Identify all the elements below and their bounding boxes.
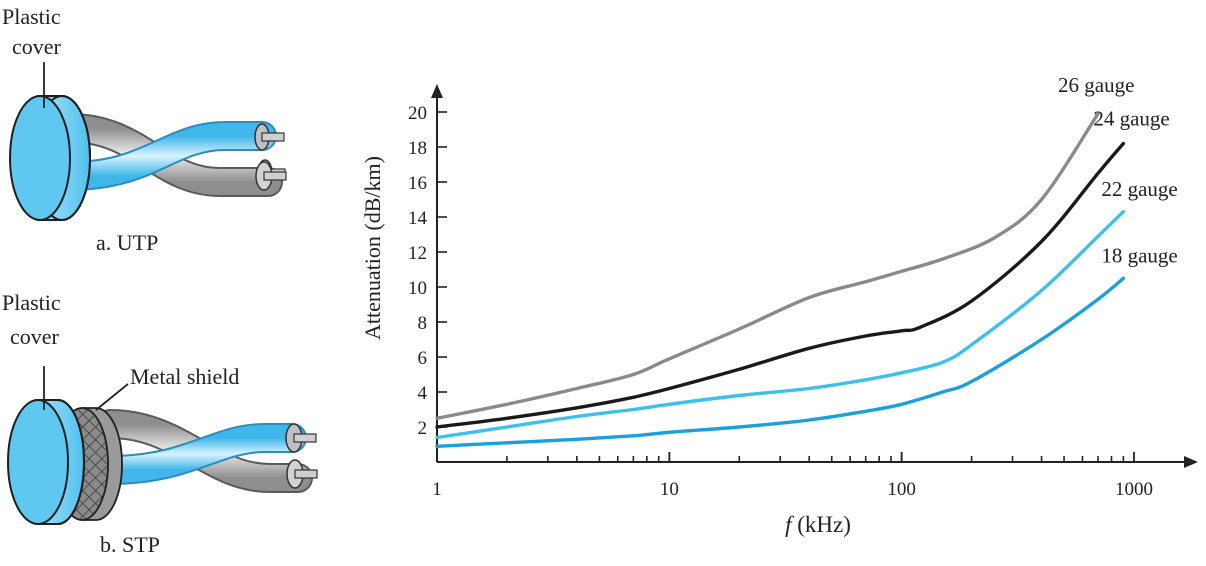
series-line-18-gauge	[435, 276, 1126, 448]
x-axis-arrow	[1184, 456, 1198, 468]
y-tick-label: 10	[408, 278, 427, 299]
x-axis-label-italic: f	[785, 512, 795, 537]
attenuation-chart: 1 10 100 1000 2 4 6 8 10 12 14 16 18 20 26 gauge 24 g…	[360, 73, 1198, 537]
series-lines	[435, 112, 1126, 448]
stp-cable	[7, 399, 318, 525]
utp-cover-label-line2: cover	[12, 34, 62, 59]
series-line-26-gauge	[435, 112, 1100, 420]
y-axis-arrow	[431, 84, 443, 98]
utp-cable	[9, 95, 287, 221]
y-tick-label: 8	[418, 313, 428, 334]
series-label-26-gauge: 26 gauge	[1058, 73, 1134, 97]
y-tick-label: 2	[418, 418, 428, 439]
y-tick-label: 4	[418, 383, 428, 404]
y-tick-label: 6	[418, 348, 428, 369]
utp-cover-label-line1: Plastic	[2, 4, 61, 29]
y-ticks: 2 4 6 8 10 12 14 16 18 20	[408, 103, 447, 439]
y-tick-label: 16	[408, 173, 427, 194]
y-tick-label: 12	[408, 243, 427, 264]
x-ticks: 1 10 100 1000	[432, 452, 1153, 500]
stp-shield-leader	[95, 383, 129, 411]
series-labels: 26 gauge 24 gauge 22 gauge 18 gauge	[1058, 73, 1178, 268]
stp-shield-label: Metal shield	[130, 364, 239, 389]
x-tick-label: 1	[432, 479, 442, 500]
stp-cover-label-line2: cover	[10, 324, 60, 349]
stp-caption: b. STP	[100, 532, 160, 557]
series-label-18-gauge: 18 gauge	[1101, 243, 1177, 267]
y-tick-label: 20	[408, 103, 427, 124]
x-tick-label: 1000	[1115, 479, 1153, 500]
series-label-22-gauge: 22 gauge	[1101, 177, 1177, 201]
x-axis-label-rest: (kHz)	[792, 512, 851, 537]
series-line-22-gauge	[435, 210, 1126, 440]
stp-cover-label-line1: Plastic	[2, 290, 61, 315]
x-tick-label: 10	[660, 479, 679, 500]
utp-caption: a. UTP	[96, 230, 158, 255]
x-axis-label: f (kHz)	[785, 512, 851, 537]
x-tick-label: 100	[887, 479, 916, 500]
series-line-24-gauge	[435, 141, 1126, 429]
y-axis-label: Attenuation (dB/km)	[360, 156, 385, 340]
y-tick-label: 18	[408, 138, 427, 159]
y-tick-label: 14	[408, 208, 428, 229]
series-label-24-gauge: 24 gauge	[1093, 107, 1169, 131]
